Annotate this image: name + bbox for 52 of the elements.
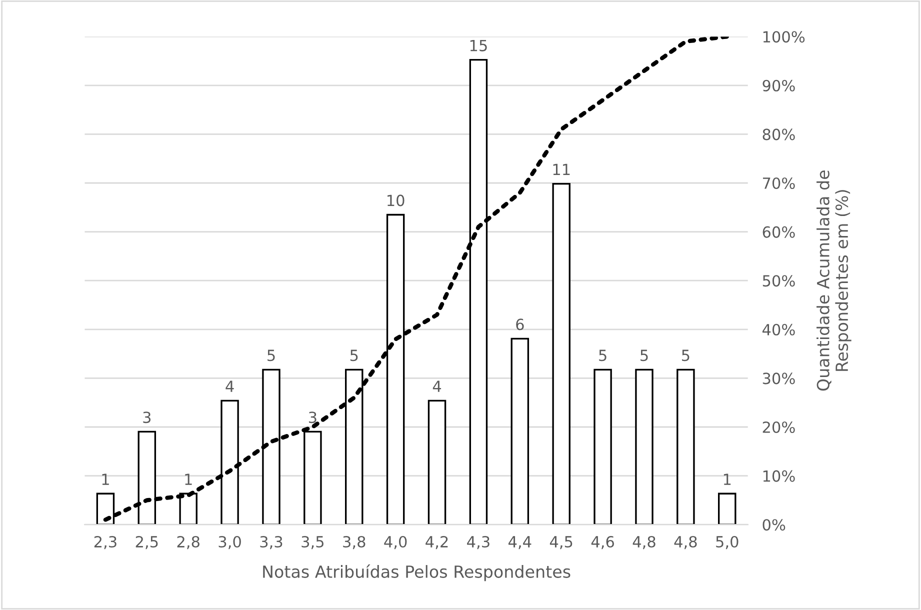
data-label: 1 [724,474,731,485]
data-label: 5 [682,350,690,362]
data-label: 5 [350,350,358,362]
bar [510,338,530,525]
y2-axis-title: Quantidade Acumulada de Respondentes em (%) [816,170,852,391]
y2-tick-label: 50% [762,275,795,287]
x-tick-label: 4,5 [550,536,572,550]
x-tick-label: 4,2 [426,536,448,550]
data-label: 5 [599,350,606,362]
y2-tick-label: 80% [762,128,795,140]
data-label: 3 [143,412,151,424]
x-tick-label: 5,0 [716,536,738,550]
x-tick-label: 3,3 [260,536,282,550]
y2-tick-label: 10% [763,470,795,482]
y2-tick-label: 0% [762,519,786,531]
y2-tick-label: 40% [762,324,795,336]
x-tick-label: 3,5 [302,536,324,550]
bar [718,492,736,525]
x-tick-label: 3,0 [218,536,241,550]
data-label: 5 [640,350,648,362]
x-tick-label: 4,8 [674,536,697,550]
data-label: 3 [308,412,316,424]
x-tick-label: 2,8 [177,536,200,550]
x-axis-title: Notas Atribuídas Pelos Respondentes [263,564,570,582]
x-tick-label: 4,6 [591,536,614,550]
data-label: 15 [470,40,487,52]
data-label: 4 [432,380,442,392]
data-label: 1 [102,474,109,485]
y2-tick-label: 100% [763,31,805,43]
data-label: 6 [516,318,524,330]
x-tick-label: 2,3 [94,536,116,550]
x-tick-label: 3,8 [343,536,366,550]
x-tick-label: 4,8 [632,536,656,550]
x-tick-label: 4,4 [508,536,532,550]
x-tick-label: 4,0 [384,536,407,550]
bar [635,368,654,525]
data-label: 4 [226,380,234,392]
y2-tick-label: 70% [762,177,795,190]
data-label: 11 [553,164,570,176]
bar [676,368,695,525]
y2-tick-label: 60% [762,226,795,238]
data-label: 5 [268,350,275,362]
x-tick-label: 4,3 [467,536,490,550]
data-label: 10 [388,194,404,206]
y2-tick-label: 20% [762,421,795,434]
bar [428,400,446,525]
bar [594,368,612,525]
y2-tick-label: 30% [762,372,795,384]
x-tick-label: 2,5 [136,536,158,550]
y2-tick-label: 90% [762,80,795,92]
bar [552,182,570,525]
data-label: 1 [185,474,192,485]
